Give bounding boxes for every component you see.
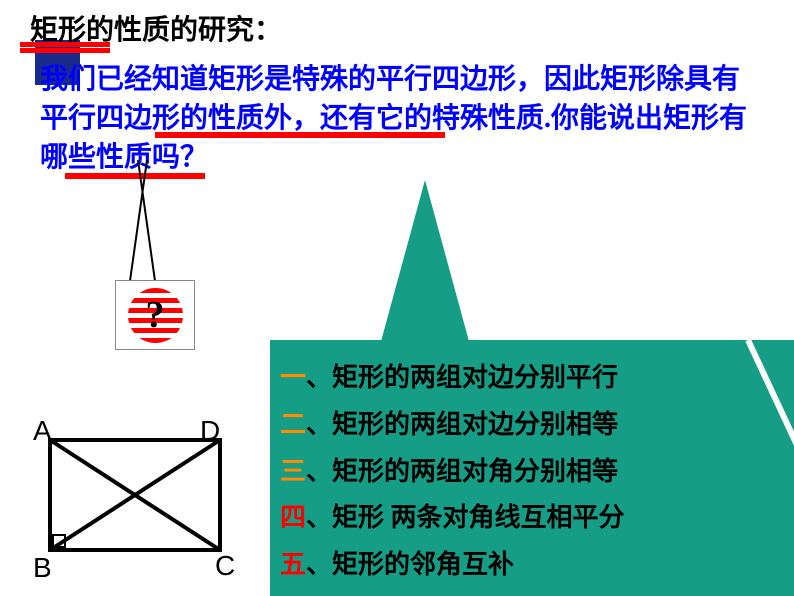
text-underline [155,132,445,138]
title-underline [20,42,110,47]
text-underline [65,173,205,179]
property-line-1: 一、矩形的两组对边分别平行 [280,355,784,402]
property-text: 、矩形的两组对边分别平行 [306,363,618,392]
vertex-label-d: D [200,415,220,447]
property-num: 二 [280,410,306,439]
property-line-3: 三、矩形的两组对角分别相等 [280,449,784,496]
property-text: 、矩形的两组对边分别相等 [306,410,618,439]
callout-pointer [380,180,470,345]
question-mark-icon: ? [115,280,195,350]
property-num: 三 [280,457,306,486]
property-line-5: 五、矩形的邻角互补 [280,542,784,589]
property-text: 、矩形的两组对角分别相等 [306,457,618,486]
property-line-4: 四、矩形 两条对角线互相平分 [280,495,784,542]
property-num: 一 [280,363,306,392]
property-num: 四 [280,503,306,532]
properties-box: 一、矩形的两组对边分别平行 二、矩形的两组对边分别相等 三、矩形的两组对角分别相… [270,340,794,596]
vertex-label-b: B [33,552,52,584]
property-text: 、矩形的邻角互补 [306,550,514,579]
vertex-label-a: A [33,415,52,447]
property-num: 五 [280,550,306,579]
property-text: 、矩形 两条对角线互相平分 [306,503,625,532]
qm-symbol: ? [146,293,165,337]
property-line-2: 二、矩形的两组对边分别相等 [280,402,784,449]
vertex-label-c: C [215,550,235,582]
qm-circle: ? [128,288,183,343]
title-underline [20,48,110,53]
